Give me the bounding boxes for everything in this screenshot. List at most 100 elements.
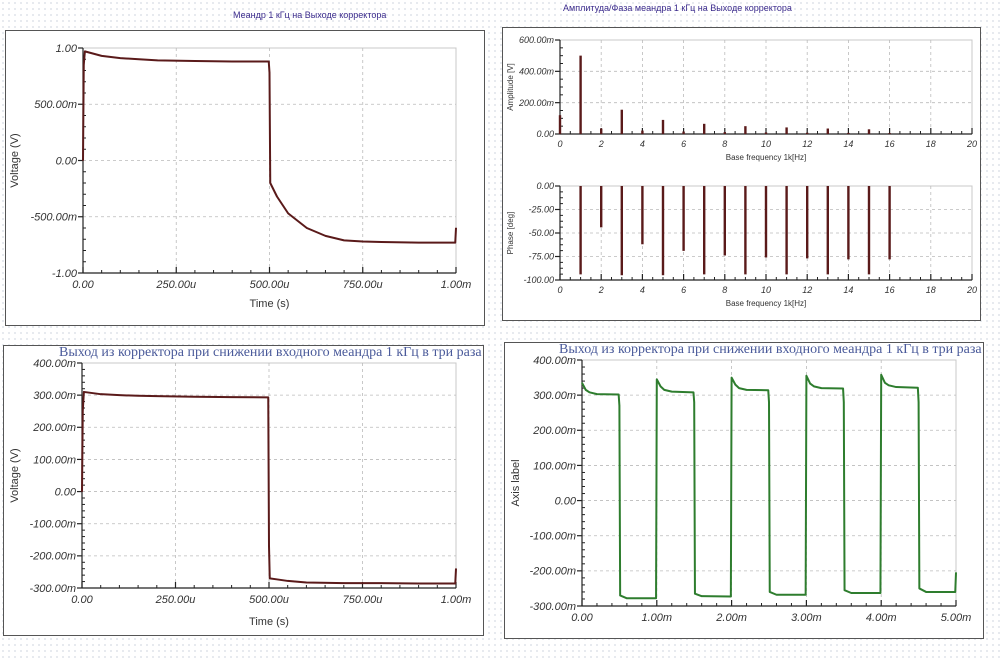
chart3-data-point [454, 582, 456, 585]
chart2a-x-tick-label: 14 [843, 139, 853, 149]
chart2b-x-tick-label: 18 [926, 285, 936, 295]
chart4-data-point [805, 375, 808, 377]
chart3-data-point [268, 545, 270, 547]
chart4-panel [504, 342, 984, 639]
chart4-data-point [767, 389, 769, 391]
chart3-y-tick-label: -200.00m [30, 551, 76, 563]
chart4-data-point [745, 389, 748, 391]
chart2a-x-tick-label: 2 [598, 139, 604, 149]
chart4-data-point [618, 393, 620, 396]
chart4-data-point [813, 385, 815, 387]
chart4-data-point [731, 376, 733, 379]
chart4-data-point [619, 594, 621, 597]
chart4-x-tick-label: 4.00m [866, 612, 897, 624]
chart1-data-point [269, 182, 271, 184]
chart1-data-point [276, 195, 278, 198]
chart4-data-point [918, 401, 920, 403]
chart4-y-tick-label: -100.00m [530, 531, 576, 543]
chart4-x-tick-label: 2.00m [715, 612, 747, 624]
chart4-data-point [895, 386, 897, 388]
chart3-data-point [380, 582, 382, 584]
chart3-data-point [100, 393, 102, 395]
chart1-data-point [343, 239, 345, 241]
chart1-data-point [268, 72, 271, 74]
chart4-data-point [585, 389, 587, 391]
chart3-data-point [156, 395, 158, 397]
chart4-data-point [692, 391, 695, 393]
chart2b-x-tick-label: 10 [761, 285, 771, 295]
chart4-data-point [701, 595, 703, 597]
chart2b-x-tick-label: 6 [681, 285, 686, 295]
chart3-data-point [287, 580, 289, 582]
chart3-data-point [137, 395, 139, 397]
chart4-data-point [738, 387, 740, 389]
chart1-data-point [82, 159, 84, 162]
chart4-y-tick-label: 200.00m [532, 425, 576, 437]
chart4-data-point [656, 378, 658, 380]
chart4-y-tick-label: 100.00m [533, 460, 576, 472]
chart1-data-point [455, 227, 457, 229]
chart4-data-point [581, 382, 583, 384]
chart2a-y-axis-title: Amplitude [V] [506, 63, 515, 111]
chart2-title: Амплитуда/Фаза меандра 1 кГц на Выходе к… [563, 3, 792, 13]
chart4-data-point [734, 384, 736, 386]
chart3-y-tick-label: 400.00m [33, 358, 76, 370]
chart4-x-tick-label: 0.00 [571, 612, 593, 624]
chart1-data-point [119, 57, 121, 59]
chart4-data-point [671, 391, 673, 393]
chart2a-x-tick-label: 6 [681, 139, 686, 149]
chart2b-y-tick-label: -100.00 [523, 275, 554, 285]
chart1-title: Меандр 1 кГц на Выходе корректора [233, 10, 387, 20]
chart1-data-point [231, 60, 233, 63]
chart4-data-point [768, 401, 770, 403]
chart1-y-tick-label: 0.00 [56, 155, 78, 167]
chart2-panel [502, 27, 981, 321]
chart1-data-point [362, 240, 364, 243]
chart3-data-point [455, 568, 457, 570]
chart2b-x-tick-label: 8 [722, 285, 727, 295]
chart1-data-point [84, 50, 86, 52]
chart2b-x-tick-label: 14 [843, 285, 853, 295]
chart3-title: Выход из корректора при снижении входног… [59, 345, 482, 360]
chart2b-x-tick-label: 12 [802, 285, 812, 295]
chart4-data-point [843, 589, 846, 591]
chart3-data-point [267, 396, 269, 398]
chart1-data-point [306, 227, 308, 229]
chart4-data-point [769, 591, 771, 593]
chart1-data-point [194, 60, 196, 62]
chart1-data-point [287, 212, 289, 214]
chart2a-x-tick-label: 16 [885, 139, 895, 149]
chart4-y-tick-label: 400.00m [533, 355, 576, 367]
chart2b-y-axis-title: Phase [deg] [506, 212, 515, 255]
chart4-y-tick-label: 300.00m [533, 390, 576, 402]
chart4-data-point [659, 385, 662, 387]
chart4-data-point [809, 382, 811, 385]
chart1-x-tick-label: 500.00u [250, 279, 290, 291]
chart1-data-point [268, 60, 270, 63]
chart2b-y-tick-label: 0.00 [536, 181, 554, 191]
chart3-y-tick-label: -300.00m [30, 583, 76, 595]
chart2b-x-tick-label: 2 [598, 285, 604, 295]
chart2a-x-tick-label: 0 [557, 139, 562, 149]
chart2b-x-tick-label: 0 [557, 285, 562, 295]
chart4-data-point [843, 401, 845, 403]
chart1-x-tick-label: 0.00 [72, 279, 94, 291]
chart3-x-tick-label: 0.00 [71, 594, 93, 606]
chart4-series-line [581, 373, 957, 600]
chart1-x-tick-label: 250.00u [155, 279, 196, 291]
chart1-data-point [380, 241, 382, 243]
chart3-data-point [418, 582, 420, 585]
chart3-y-tick-label: -100.00m [30, 519, 76, 531]
chart3-data-point [269, 577, 271, 579]
chart1-data-point [454, 242, 456, 244]
chart2b-x-tick-label: 20 [966, 285, 977, 295]
chart4-data-point [842, 387, 844, 390]
chart3-y-tick-label: 100.00m [33, 454, 76, 466]
chart3-x-tick-label: 750.00u [343, 594, 383, 606]
chart3-data-point [231, 396, 233, 398]
chart2a-y-tick-label: 400.00m [519, 66, 555, 76]
chart1-y-tick-label: 500.00m [34, 99, 77, 111]
